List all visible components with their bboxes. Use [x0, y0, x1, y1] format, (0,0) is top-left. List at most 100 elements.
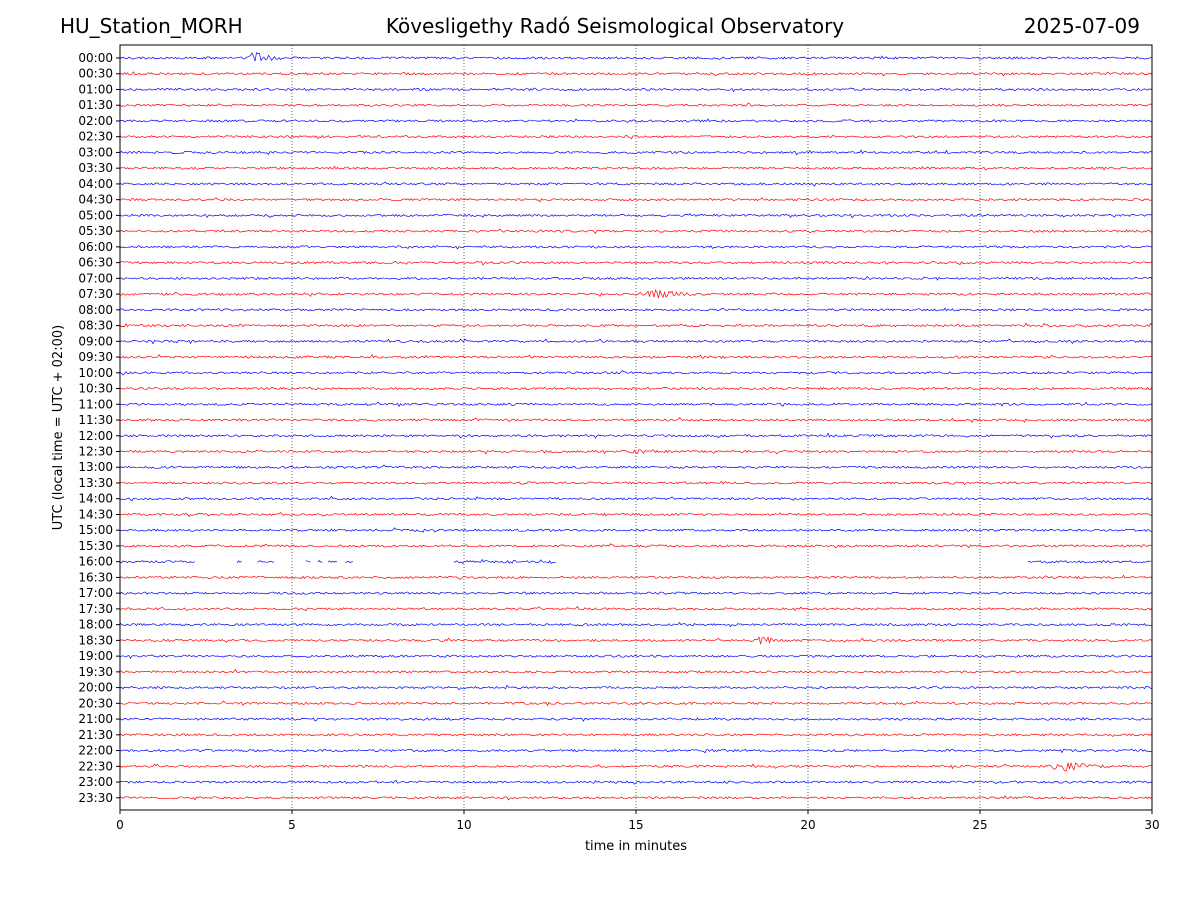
- y-tick-label: 10:30: [78, 382, 113, 396]
- y-tick-label: 18:00: [78, 618, 113, 632]
- seismogram-trace-1900: [119, 654, 1153, 660]
- y-tick-label: 01:30: [78, 98, 113, 112]
- y-tick-label: 18:30: [78, 633, 113, 647]
- seismogram-trace-0500: [119, 213, 1153, 219]
- y-tick-label: 09:30: [78, 350, 113, 364]
- y-tick-label: 21:00: [78, 712, 113, 726]
- y-tick-label: 01:00: [78, 82, 113, 96]
- y-tick-label: 16:00: [78, 555, 113, 569]
- seismogram-trace-1930: [119, 669, 1153, 674]
- y-tick-label: 23:00: [78, 775, 113, 789]
- seismogram-trace-0530: [119, 228, 1153, 235]
- y-tick-label: 11:00: [78, 397, 113, 411]
- seismogram-trace-0800: [119, 307, 1153, 312]
- y-tick-label: 14:00: [78, 492, 113, 506]
- seismogram-trace-1600: [345, 560, 353, 564]
- y-tick-label: 07:30: [78, 287, 113, 301]
- seismogram-trace-1830: [119, 636, 1153, 645]
- y-tick-label: 04:00: [78, 177, 113, 191]
- seismogram-trace-1600: [453, 558, 556, 565]
- seismogram-trace-1600: [1028, 560, 1152, 564]
- y-tick-label: 12:00: [78, 429, 113, 443]
- seismogram-trace-1430: [119, 512, 1153, 518]
- seismogram-trace-1600: [305, 560, 311, 563]
- seismogram-trace-1800: [119, 621, 1152, 628]
- seismogram-trace-2300: [119, 779, 1153, 785]
- y-tick-label: 14:30: [78, 507, 113, 521]
- seismogram-trace-0400: [119, 181, 1153, 187]
- y-tick-label: 10:00: [78, 366, 113, 380]
- y-tick-label: 11:30: [78, 413, 113, 427]
- seismogram-trace-1630: [119, 574, 1153, 580]
- seismogram-trace-1100: [119, 401, 1153, 408]
- y-tick-label: 12:30: [78, 445, 113, 459]
- y-tick-label: 21:30: [78, 728, 113, 742]
- x-tick-label: 5: [288, 818, 296, 832]
- y-tick-label: 15:00: [78, 523, 113, 537]
- y-tick-label: 00:00: [78, 51, 113, 65]
- station-name: HU_Station_MORH: [60, 14, 243, 38]
- y-tick-label: 22:00: [78, 744, 113, 758]
- seismogram-trace-2100: [119, 716, 1153, 722]
- y-tick-label: 00:30: [78, 67, 113, 81]
- seismogram-trace-0130: [119, 102, 1153, 107]
- x-tick-label: 20: [800, 818, 815, 832]
- y-tick-label: 17:00: [78, 586, 113, 600]
- record-date: 2025-07-09: [1023, 14, 1140, 38]
- seismogram-trace-1600: [257, 560, 275, 563]
- seismogram-trace-1130: [119, 417, 1153, 423]
- observatory-title: Kövesligethy Radó Seismological Observat…: [385, 14, 845, 38]
- y-tick-label: 19:30: [78, 665, 113, 679]
- seismogram-trace-1600: [236, 560, 242, 564]
- y-tick-label: 07:00: [78, 271, 113, 285]
- seismogram-trace-0200: [119, 118, 1153, 124]
- seismogram-trace-1700: [119, 591, 1153, 595]
- seismogram-trace-0730: [119, 289, 1153, 299]
- seismogram-trace-1600: [317, 560, 323, 563]
- seismogram-trace-1000: [119, 370, 1153, 376]
- x-tick-label: 10: [456, 818, 471, 832]
- seismogram-trace-0830: [119, 322, 1153, 328]
- seismogram-trace-1400: [119, 495, 1153, 502]
- seismogram-trace-2000: [119, 684, 1153, 691]
- x-axis: 0 5 10 15 20 25 30: [116, 810, 1160, 832]
- seismogram-trace-2330: [119, 795, 1153, 801]
- seismogram-trace-0300: [119, 149, 1153, 156]
- x-tick-label: 30: [1144, 818, 1159, 832]
- seismogram-trace-0900: [119, 338, 1153, 345]
- y-tick-label: 06:00: [78, 240, 113, 254]
- seismogram-trace-1200: [119, 432, 1153, 439]
- trace-group: [119, 52, 1153, 801]
- y-tick-label: 13:00: [78, 460, 113, 474]
- seismogram-trace-2230: [119, 762, 1152, 772]
- seismogram-trace-1500: [120, 527, 1152, 533]
- y-tick-label: 13:30: [78, 476, 113, 490]
- seismogram-trace-0630: [119, 260, 1153, 266]
- y-tick-label: 05:30: [78, 224, 113, 238]
- y-tick-label: 15:30: [78, 539, 113, 553]
- seismogram-trace-2130: [119, 732, 1153, 737]
- seismogram-trace-0430: [119, 197, 1153, 203]
- seismogram-trace-1230: [119, 449, 1153, 455]
- seismogram-trace-0030: [119, 71, 1153, 77]
- seismogram-trace-2030: [119, 700, 1153, 707]
- seismogram-trace-0330: [119, 165, 1153, 171]
- y-tick-label: 06:30: [78, 256, 113, 270]
- seismogram-trace-1530: [119, 543, 1153, 549]
- y-tick-label: 17:30: [78, 602, 113, 616]
- seismogram-trace-1600: [327, 560, 338, 563]
- x-tick-label: 25: [972, 818, 987, 832]
- y-tick-label: 22:30: [78, 759, 113, 773]
- seismogram-trace-1730: [119, 606, 1153, 612]
- y-tick-label: 03:30: [78, 161, 113, 175]
- y-tick-label: 20:30: [78, 696, 113, 710]
- y-tick-label: 08:00: [78, 303, 113, 317]
- seismogram-trace-2200: [119, 748, 1152, 754]
- seismogram-trace-0930: [119, 354, 1153, 360]
- y-tick-label: 20:00: [78, 681, 113, 695]
- seismogram-trace-0000: [119, 52, 1153, 62]
- seismogram-trace-0230: [119, 134, 1153, 140]
- seismogram-trace-0100: [119, 87, 1153, 93]
